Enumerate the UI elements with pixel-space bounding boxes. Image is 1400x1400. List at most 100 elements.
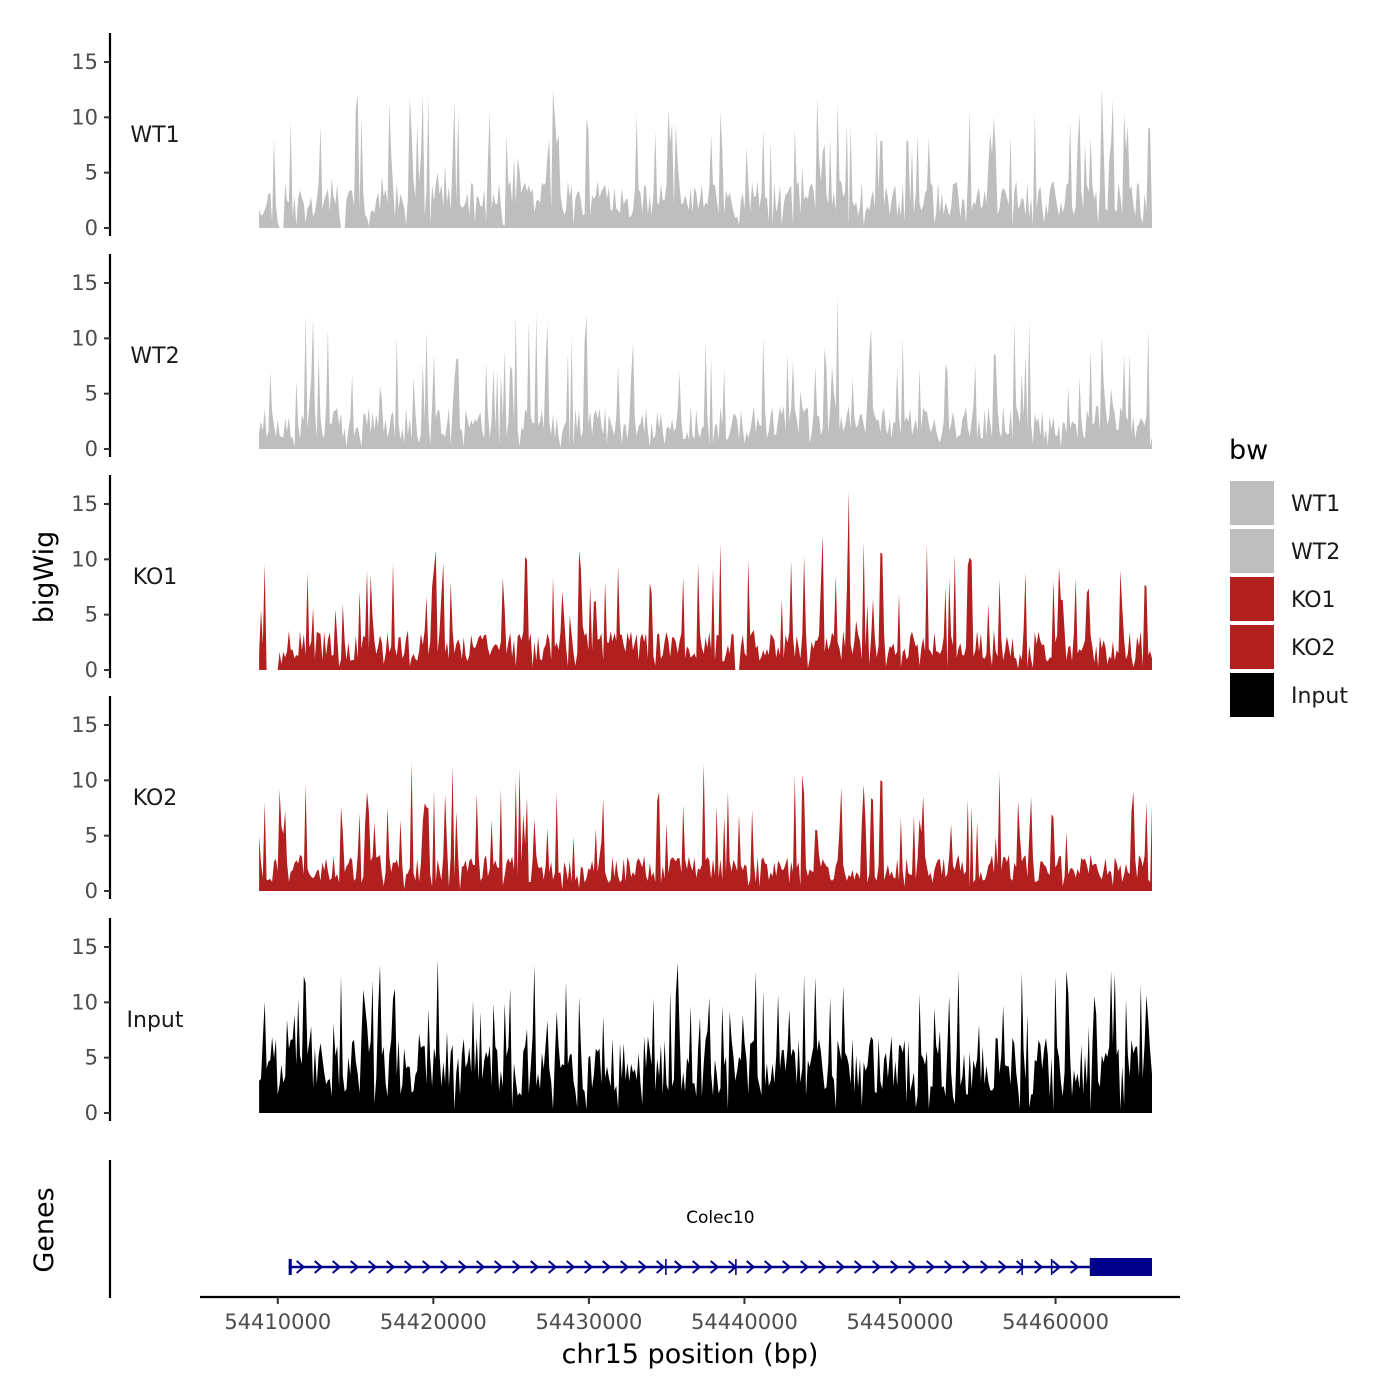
y-tick-label: 10 [71,105,98,129]
strand-arrow [998,1260,1008,1274]
y-tick-label: 5 [85,161,98,185]
coverage-area-ko2 [259,762,1153,891]
strand-arrow [458,1260,468,1274]
gene-exon [735,1259,737,1275]
legend: bw WT1 WT2 KO1 KO2 Input [1229,435,1348,717]
track-label-ko2: KO2 [133,786,178,811]
strand-arrow [548,1260,558,1274]
strand-arrow [404,1260,414,1274]
x-tick-label: 54420000 [380,1310,487,1334]
y-tick-label: 10 [71,990,98,1014]
strand-arrow [854,1260,864,1274]
y-tick-label: 10 [71,547,98,571]
strand-arrow [314,1260,324,1274]
gene-exon [1021,1259,1023,1275]
y-tick-label: 5 [85,1046,98,1070]
strand-arrow [386,1260,396,1274]
coverage-area-ko1 [259,491,1153,670]
track-wt1: 0 5 10 15 WT1 [71,33,1153,240]
x-tick-label: 54450000 [847,1310,954,1334]
gene-exon [1050,1259,1053,1275]
track-ko1: 0 5 10 15 KO1 [71,475,1153,682]
strand-arrow [350,1260,360,1274]
strand-arrow [674,1260,684,1274]
strand-arrow [908,1260,918,1274]
y-tick-label: 0 [85,216,98,240]
strand-arrow [422,1260,432,1274]
strand-arrow [494,1260,504,1274]
legend-label-wt2: WT2 [1291,540,1340,565]
track-label-ko1: KO1 [133,565,178,590]
y-tick-label: 15 [71,713,98,737]
strand-arrow [836,1260,846,1274]
strand-arrow [1070,1260,1080,1274]
strand-arrow [602,1260,612,1274]
strand-arrow [944,1260,954,1274]
legend-swatch-wt2 [1230,529,1274,573]
strand-arrow [1034,1260,1044,1274]
legend-label-ko2: KO2 [1291,636,1336,661]
y-tick-label: 15 [71,492,98,516]
legend-swatch-wt1 [1230,481,1274,525]
strand-arrow [872,1260,882,1274]
x-tick-label: 54440000 [691,1310,798,1334]
x-tick-label: 54430000 [535,1310,642,1334]
gene-exon [665,1259,667,1275]
strand-arrow [1016,1260,1026,1274]
y-tick-label: 15 [71,935,98,959]
x-axis-title: chr15 position (bp) [562,1339,819,1370]
legend-swatch-ko2 [1230,625,1274,669]
y-tick-label: 15 [71,271,98,295]
strand-arrow [746,1260,756,1274]
coverage-area-wt1 [259,88,1153,228]
strand-arrow [1052,1260,1062,1274]
strand-arrow [512,1260,522,1274]
strand-arrow [782,1260,792,1274]
genes-axis-title: Genes [29,1187,60,1272]
gene-track: Colec10 [108,1160,1152,1298]
strand-arrow [440,1260,450,1274]
y-tick-label: 10 [71,326,98,350]
legend-swatch-input [1230,673,1274,717]
strand-arrow [296,1260,306,1274]
x-tick-label: 54410000 [224,1310,331,1334]
strand-arrow [476,1260,486,1274]
x-tick-label: 54460000 [1002,1310,1109,1334]
y-tick-label: 0 [85,879,98,903]
strand-arrow [656,1260,666,1274]
legend-label-ko1: KO1 [1291,588,1336,613]
strand-arrow [332,1260,342,1274]
strand-arrow [926,1260,936,1274]
y-tick-label: 5 [85,603,98,627]
gene-exon [288,1259,292,1275]
strand-arrow [692,1260,702,1274]
strand-arrow [638,1260,648,1274]
strand-arrow [962,1260,972,1274]
track-input: 0 5 10 15 Input [71,918,1153,1125]
strand-arrow [800,1260,810,1274]
track-wt2: 0 5 10 15 WT2 [71,254,1153,461]
strand-arrow [818,1260,828,1274]
strand-arrow [566,1260,576,1274]
strand-arrow [764,1260,774,1274]
strand-arrow [980,1260,990,1274]
y-tick-label: 5 [85,382,98,406]
legend-label-input: Input [1291,684,1348,709]
track-label-wt1: WT1 [130,123,179,148]
y-axis-title: bigWig [29,531,60,624]
strand-arrow [530,1260,540,1274]
strand-arrow [620,1260,630,1274]
coverage-area-wt2 [259,296,1153,449]
strand-arrow [890,1260,900,1274]
strand-arrow [584,1260,594,1274]
y-tick-label: 15 [71,50,98,74]
track-label-input: Input [127,1008,184,1033]
legend-swatch-ko1 [1230,577,1274,621]
gene-exon [1089,1258,1152,1276]
x-axis: 54410000 54420000 54430000 54440000 54450000… [200,1295,1180,1334]
strand-arrow [368,1260,378,1274]
y-tick-label: 0 [85,658,98,682]
y-tick-label: 10 [71,768,98,792]
bigwig-tracks: 0 5 10 15 WT1 0 5 10 15 WT2 0 5 10 15 KO1 0 5 10 15 KO2 0 5 10… [71,33,1153,1125]
